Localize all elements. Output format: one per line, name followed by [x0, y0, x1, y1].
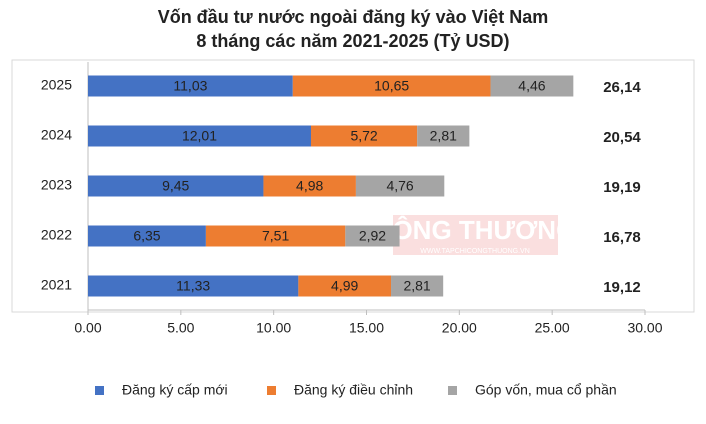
watermark: WWW.TAPCHICONGTHUONG.VN	[420, 248, 530, 255]
bar-segment	[490, 75, 574, 97]
legend-swatch	[267, 386, 276, 395]
bar-segment	[263, 175, 356, 197]
x-tick-label: 5.00	[167, 320, 194, 336]
total-label: 26,14	[603, 79, 641, 96]
value-label: 4,46	[518, 78, 545, 94]
y-tick-label: 2021	[41, 277, 72, 293]
plot-frame	[11, 59, 695, 313]
bar-segment	[391, 275, 444, 297]
chart-subtitle: 8 tháng các năm 2021-2025 (Tỷ USD)	[196, 31, 509, 51]
value-label: 4,76	[386, 178, 413, 194]
legend-label: Đăng ký điều chỉnh	[294, 382, 413, 398]
value-label: 2,92	[359, 228, 386, 244]
total-label: 19,12	[603, 279, 641, 296]
bar-segment	[88, 75, 293, 97]
x-tick-label: 15.00	[349, 320, 384, 336]
value-label: 11,03	[173, 78, 207, 94]
x-tick-label: 20.00	[442, 320, 477, 336]
chart-title: Vốn đầu tư nước ngoài đăng ký vào Việt N…	[158, 7, 549, 27]
bar-segment	[205, 225, 346, 247]
total-label: 16,78	[603, 229, 641, 246]
y-tick-label: 2025	[41, 77, 72, 93]
legend-swatch	[95, 386, 104, 395]
bar-segment	[355, 175, 445, 197]
legend-swatch	[448, 386, 457, 395]
value-label: 4,99	[331, 278, 358, 294]
x-tick-label: 25.00	[535, 320, 570, 336]
bar-segment	[292, 75, 491, 97]
legend-label: Đăng ký cấp mới	[122, 382, 228, 398]
value-label: 12,01	[182, 128, 217, 144]
bar-segment	[88, 175, 264, 197]
value-label: 2,81	[430, 128, 457, 144]
value-label: 4,98	[296, 178, 323, 194]
watermark: CÔNG THƯƠNG	[374, 215, 577, 245]
bar-segment	[298, 275, 392, 297]
legend-label: Góp vốn, mua cổ phần	[475, 382, 617, 398]
bar-segment	[88, 125, 311, 147]
total-label: 19,19	[603, 179, 641, 196]
x-tick-label: 0.00	[74, 320, 101, 336]
value-label: 7,51	[262, 228, 289, 244]
bar-segment	[88, 275, 299, 297]
x-tick-label: 10.00	[256, 320, 291, 336]
y-tick-label: 2022	[41, 227, 72, 243]
y-tick-label: 2024	[41, 127, 72, 143]
value-label: 5,72	[350, 128, 377, 144]
y-tick-label: 2023	[41, 177, 72, 193]
value-label: 10,65	[374, 78, 409, 94]
bar-segment	[310, 125, 418, 147]
value-label: 9,45	[162, 178, 189, 194]
total-label: 20,54	[603, 129, 641, 146]
bar-segment	[88, 225, 206, 247]
value-label: 11,33	[176, 278, 210, 294]
value-label: 2,81	[403, 278, 430, 294]
x-tick-label: 30.00	[627, 320, 662, 336]
value-label: 6,35	[133, 228, 160, 244]
bar-segment	[345, 225, 400, 247]
bar-segment	[417, 125, 470, 147]
watermark-bg	[393, 215, 558, 255]
